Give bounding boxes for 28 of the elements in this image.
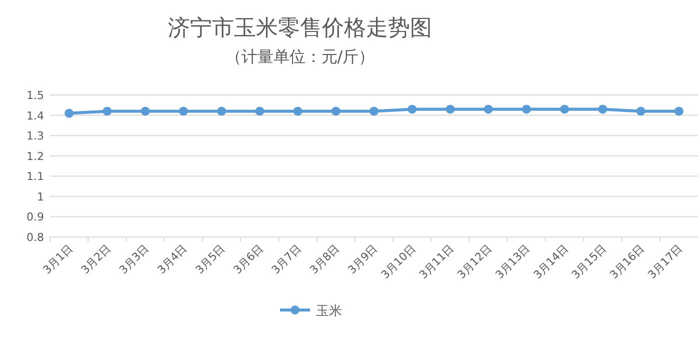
x-tick-label: 3月4日 bbox=[154, 242, 190, 277]
x-tick-label: 3月6日 bbox=[231, 242, 266, 277]
x-tick-label: 3月2日 bbox=[78, 242, 114, 277]
x-tick-label: 3月5日 bbox=[193, 242, 228, 277]
y-tick-label: 1.4 bbox=[26, 109, 44, 122]
x-tick-label: 3月7日 bbox=[269, 242, 304, 277]
x-tick-label: 3月16日 bbox=[607, 242, 647, 282]
x-tick-label: 3月17日 bbox=[645, 242, 686, 282]
x-tick-label: 3月15日 bbox=[569, 242, 609, 282]
y-tick-label: 1.1 bbox=[26, 170, 44, 184]
y-tick-label: 1.2 bbox=[26, 150, 44, 163]
chart-subtitle: （计量单位：元/斤） bbox=[225, 47, 375, 66]
legend-label: 玉米 bbox=[316, 304, 342, 319]
x-tick-label: 3月11日 bbox=[416, 242, 456, 282]
y-tick-label: 0.8 bbox=[26, 231, 44, 244]
y-tick-label: 0.9 bbox=[26, 210, 44, 224]
chart-title: 济宁市玉米零售价格走势图 bbox=[168, 16, 432, 41]
y-tick-label: 1.3 bbox=[26, 130, 44, 143]
y-tick-label: 1 bbox=[37, 190, 44, 204]
x-tick-label: 3月14日 bbox=[531, 242, 571, 282]
x-tick-label: 3月1日 bbox=[40, 242, 76, 277]
x-tick-label: 3月13日 bbox=[492, 242, 533, 282]
x-tick-label: 3月3日 bbox=[116, 242, 152, 277]
x-tick-label: 3月9日 bbox=[345, 242, 380, 277]
x-tick-label: 3月8日 bbox=[307, 242, 342, 277]
x-tick-label: 3月10日 bbox=[378, 242, 418, 282]
y-tick-label: 1.5 bbox=[26, 89, 44, 102]
x-tick-label: 3月12日 bbox=[454, 242, 494, 282]
